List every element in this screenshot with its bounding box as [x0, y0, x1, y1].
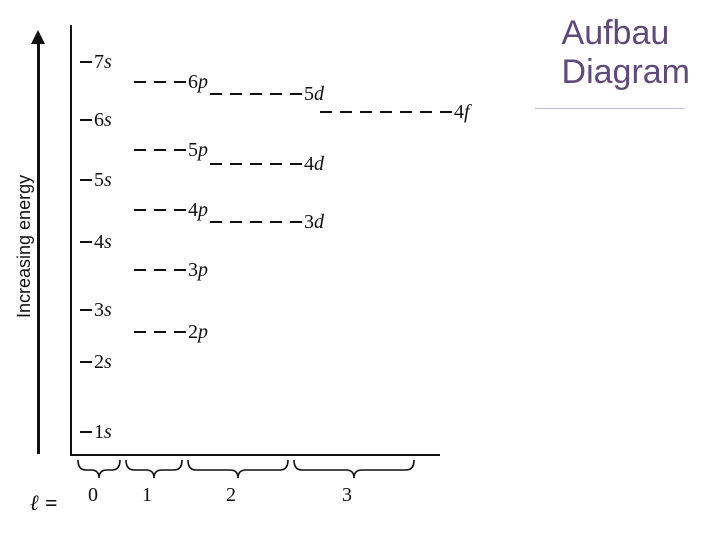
orbital-label: 2p [188, 321, 208, 343]
orbital-label: 3s [94, 299, 112, 321]
orbital-label: 3d [304, 211, 324, 233]
orbital-6s: 6s [80, 108, 112, 132]
orbital-2p: 2p [134, 320, 208, 344]
l-bracket [188, 460, 288, 478]
l-tick-1: 1 [142, 484, 152, 507]
orbital-4s: 4s [80, 230, 112, 254]
orbital-4d: 4d [210, 152, 324, 176]
orbital-label: 4f [454, 101, 470, 123]
orbital-label: 5d [304, 83, 324, 105]
orbital-6p: 6p [134, 70, 208, 94]
orbital-2s: 2s [80, 350, 112, 374]
orbital-5p: 5p [134, 138, 208, 162]
plot-frame-bottom [70, 454, 440, 456]
orbital-label: 5p [188, 139, 208, 161]
orbital-label: 3p [188, 259, 208, 281]
y-axis-arrow-line [37, 42, 40, 454]
aufbau-diagram: Aufbau Diagram Increasing energy 1s 2s 2p 3… [0, 0, 720, 540]
l-bracket [294, 460, 414, 478]
orbital-label: 6p [188, 71, 208, 93]
orbital-4f: 4f [320, 100, 470, 124]
l-axis-label: ℓ = [30, 490, 57, 516]
orbital-label: 2s [94, 351, 112, 373]
orbital-1s: 1s [80, 420, 112, 444]
l-bracket [126, 460, 182, 478]
orbital-label: 4p [188, 199, 208, 221]
orbital-7s: 7s [80, 50, 112, 74]
orbital-label: 5s [94, 169, 112, 191]
title-line-1: Aufbau [562, 14, 670, 52]
y-axis-label: Increasing energy [14, 175, 35, 318]
l-bracket [78, 460, 120, 478]
orbital-label: 1s [94, 421, 112, 443]
diagram-title: Aufbau Diagram [562, 14, 690, 92]
orbital-label: 7s [94, 51, 112, 73]
orbital-3d: 3d [210, 210, 324, 234]
l-tick-3: 3 [342, 484, 352, 507]
orbital-5s: 5s [80, 168, 112, 192]
l-tick-2: 2 [226, 484, 236, 507]
orbital-label: 6s [94, 109, 112, 131]
orbital-3s: 3s [80, 298, 112, 322]
orbital-label: 4s [94, 231, 112, 253]
orbital-3p: 3p [134, 258, 208, 282]
orbital-label: 4d [304, 153, 324, 175]
plot-frame-left [70, 25, 72, 454]
l-tick-0: 0 [88, 484, 98, 507]
orbital-4p: 4p [134, 198, 208, 222]
title-underline [535, 108, 685, 109]
orbital-5d: 5d [210, 82, 324, 106]
title-line-2: Diagram [562, 53, 690, 91]
